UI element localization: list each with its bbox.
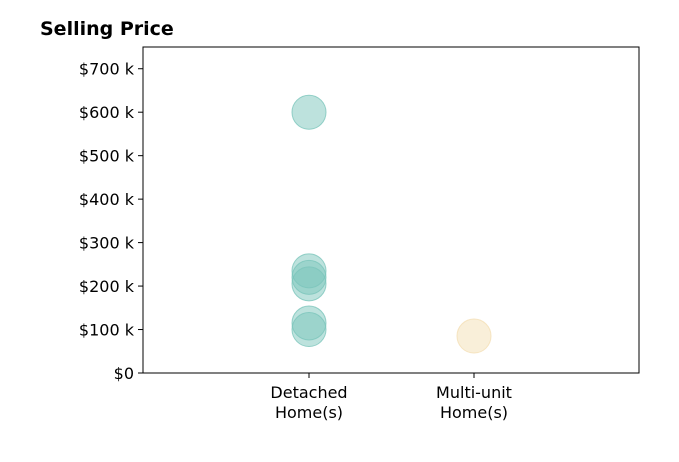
y-tick-label: $100 k (79, 321, 135, 340)
data-point (456, 318, 492, 354)
x-tick-label: Detached Home(s) (270, 383, 347, 422)
y-tick-label: $400 k (79, 190, 135, 209)
x-tick-label: Multi-unit Home(s) (436, 383, 512, 422)
y-tick-label: $700 k (79, 60, 135, 79)
chart-title: Selling Price (40, 18, 174, 40)
x-axis: Detached Home(s) Multi-unit Home(s) (270, 373, 512, 422)
y-tick-label: $500 k (79, 147, 135, 166)
data-point (291, 266, 327, 302)
y-tick-label: $0 (114, 364, 134, 383)
y-axis: $0 $100 k $200 k $300 k $400 k $500 k $600 k $7… (79, 60, 143, 383)
y-tick-label: $600 k (79, 103, 135, 122)
plot-area (291, 94, 492, 354)
y-tick-label: $200 k (79, 277, 135, 296)
plot-frame (142, 46, 640, 374)
data-point (291, 312, 327, 348)
y-tick-label: $300 k (79, 234, 135, 253)
data-point (291, 94, 327, 130)
